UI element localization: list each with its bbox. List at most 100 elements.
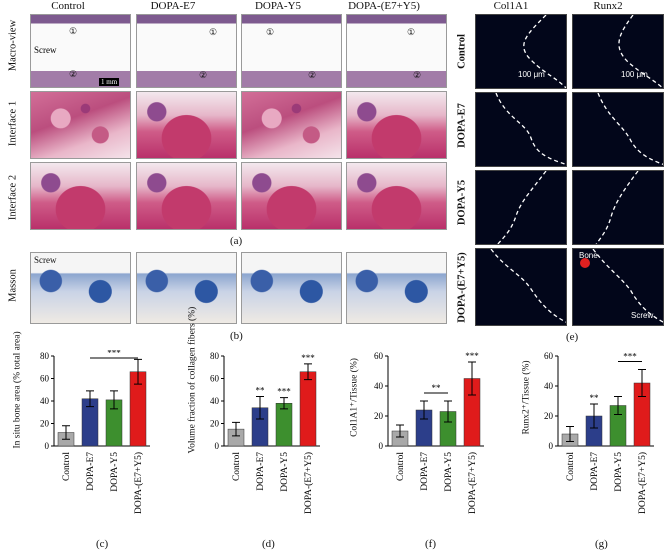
- chart-g-svg: 0 20 40 60 Control ** DOPA-E7 DOPA-Y5 DOPA-(E7+Y…: [544, 351, 654, 514]
- chart-c-ylabel: In situ bone area (% total area): [12, 331, 23, 449]
- x-tick-label: DOPA-(E7+Y5): [637, 452, 648, 514]
- x-tick-label: DOPA-Y5: [110, 452, 120, 492]
- chart-d-svg: 0 20 40 60 80 Control ** DOPA-E7 *** DOPA-Y5 *** DO…: [210, 351, 320, 514]
- fl-runx2-dopa-e7y5: Bone Screw: [572, 248, 664, 326]
- significance-stars: ***: [301, 353, 315, 363]
- y-tick-label: 80: [40, 351, 50, 361]
- fl-runx2-dopa-y5: [572, 170, 664, 245]
- significance-bracket-label: ***: [107, 350, 121, 358]
- fl-row-label-dopa-e7: DOPA-E7: [456, 103, 468, 148]
- fl-scale-bar: 100 μm: [518, 70, 545, 79]
- col-label-runx2: Runx2: [593, 0, 623, 12]
- interface2-dopa-e7-image: [136, 162, 237, 230]
- fl-col1a1-control: 100 μm: [475, 14, 567, 89]
- x-tick-label: DOPA-E7: [256, 452, 266, 491]
- x-tick-label: DOPA-Y5: [614, 452, 624, 492]
- fl-row-label-control: Control: [456, 34, 468, 69]
- y-tick-label: 60: [544, 351, 554, 361]
- y-tick-label: 40: [40, 396, 50, 406]
- masson-dopa-e7-image: [136, 252, 237, 324]
- interface2-control-image: [30, 162, 131, 230]
- y-tick-label: 40: [544, 381, 554, 391]
- y-tick-label: 20: [544, 411, 554, 421]
- masson-dopa-e7y5-image: [346, 252, 447, 324]
- chart-f-ylabel: Col1A1⁺/Tissue (%): [349, 358, 360, 437]
- interface1-control-image: [30, 91, 131, 159]
- y-tick-label: 20: [210, 419, 220, 429]
- col-label-control: Control: [51, 0, 85, 12]
- panel-label-e: (e): [566, 331, 579, 343]
- y-tick-label: 40: [210, 396, 220, 406]
- fl-bone-label: Bone: [579, 251, 598, 260]
- chart-c-svg: 0 20 40 60 80 Control DOPA-E7 DOPA-Y5 DOPA-(E7+Y…: [40, 350, 150, 514]
- marker-1: ①: [209, 27, 218, 37]
- panel-label-f: (f): [425, 538, 436, 550]
- marker-1: ①: [266, 27, 275, 37]
- row-label-interface-1: Interface 1: [7, 100, 19, 147]
- macro-dopa-y5-image: ① ②: [241, 14, 342, 88]
- x-tick-label: DOPA-(E7+Y5): [303, 452, 314, 514]
- scale-bar-macro: 1 mm: [99, 78, 120, 86]
- row-label-macro: Macro-view: [7, 19, 19, 72]
- fl-row-label-dopa-y5: DOPA-Y5: [456, 179, 468, 226]
- significance-stars: ***: [465, 351, 479, 361]
- interface2-dopa-y5-image: [241, 162, 342, 230]
- x-tick-label: DOPA-(E7+Y5): [133, 452, 144, 514]
- marker-2: ②: [69, 69, 78, 79]
- y-tick-label: 60: [374, 351, 384, 361]
- row-label-interface-2: Interface 2: [7, 174, 19, 221]
- bar: [275, 403, 293, 447]
- marker-1: ①: [69, 26, 78, 36]
- fl-screw-label: Screw: [631, 311, 654, 320]
- x-tick-label: DOPA-Y5: [280, 452, 290, 492]
- x-tick-label: DOPA-E7: [420, 452, 430, 491]
- y-tick-label: 20: [374, 411, 384, 421]
- interface1-dopa-e7-image: [136, 91, 237, 159]
- panel-label-b: (b): [230, 330, 243, 342]
- y-tick-label: 0: [45, 441, 50, 451]
- marker-2: ②: [413, 70, 422, 80]
- significance-stars: **: [256, 386, 266, 396]
- col-label-dopa-e7y5: DOPA-(E7+Y5): [348, 0, 420, 12]
- marker-2: ②: [199, 70, 208, 80]
- panel-label-c: (c): [96, 538, 109, 550]
- x-tick-label: DOPA-Y5: [444, 452, 454, 492]
- col-label-dopa-y5: DOPA-Y5: [254, 0, 302, 12]
- x-tick-label: Control: [566, 452, 576, 481]
- x-tick-label: DOPA-E7: [590, 452, 600, 491]
- y-tick-label: 0: [549, 441, 554, 451]
- y-tick-label: 80: [210, 351, 220, 361]
- row-label-masson: Masson: [7, 269, 19, 302]
- y-tick-label: 20: [40, 419, 50, 429]
- interface1-dopa-e7y5-image: [346, 91, 447, 159]
- chart-d-ylabel: Volume fraction of collagen fibers (%): [187, 306, 198, 454]
- x-tick-label: Control: [232, 452, 242, 481]
- y-tick-label: 60: [210, 374, 220, 384]
- bar: [299, 371, 317, 447]
- interface1-dopa-y5-image: [241, 91, 342, 159]
- panel-label-g: (g): [595, 538, 608, 550]
- fl-col1a1-dopa-e7: [475, 92, 567, 167]
- marker-1: ①: [407, 27, 416, 37]
- significance-stars: **: [590, 393, 600, 403]
- interface2-dopa-e7y5-image: [346, 162, 447, 230]
- col-label-col1a1: Col1A1: [493, 0, 529, 12]
- panel-label-d: (d): [262, 538, 275, 550]
- significance-bracket-label: ***: [623, 352, 637, 362]
- significance-stars: ***: [277, 387, 291, 397]
- marker-2: ②: [308, 70, 317, 80]
- macro-control-image: Screw ① ② 1 mm: [30, 14, 131, 88]
- y-tick-label: 0: [215, 441, 220, 451]
- fl-runx2-dopa-e7: [572, 92, 664, 167]
- fl-col1a1-dopa-e7y5: [475, 248, 567, 326]
- y-tick-label: 0: [379, 441, 384, 451]
- masson-dopa-y5-image: [241, 252, 342, 324]
- masson-screw-label: Screw: [34, 255, 57, 265]
- y-tick-label: 60: [40, 374, 50, 384]
- chart-f-svg: 0 20 40 60 Control DOPA-E7 DOPA-Y5 *** DOPA-(E7+…: [374, 351, 484, 514]
- fl-runx2-control: 100 μm: [572, 14, 664, 89]
- y-tick-label: 40: [374, 381, 384, 391]
- macro-dopa-e7y5-image: ① ②: [346, 14, 447, 88]
- fl-scale-bar: 100 μm: [621, 70, 648, 79]
- col-label-dopa-e7: DOPA-E7: [150, 0, 196, 12]
